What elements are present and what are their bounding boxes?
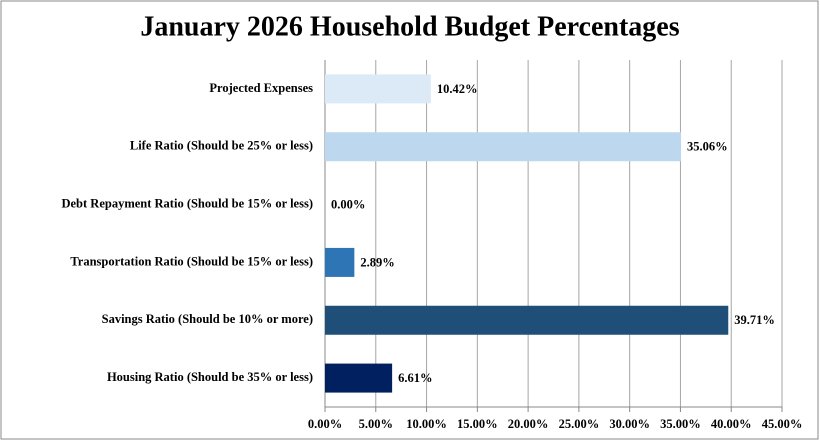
value-label: 10.42% xyxy=(437,82,478,96)
bar xyxy=(325,132,682,162)
y-tick-label: Housing Ratio (Should be 35% or less) xyxy=(107,370,313,384)
chart-title: January 2026 Household Budget Percentage… xyxy=(140,11,679,42)
y-tick-label: Transportation Ratio (Should be 15% or l… xyxy=(70,254,313,268)
y-tick-label: Life Ratio (Should be 25% or less) xyxy=(130,139,313,153)
y-tick-label: Projected Expenses xyxy=(209,81,313,95)
bar xyxy=(325,305,729,335)
value-label: 39.71% xyxy=(734,313,775,327)
value-label: 6.61% xyxy=(398,371,432,385)
value-label: 2.89% xyxy=(360,255,394,269)
x-tick-label: 5.00% xyxy=(359,417,393,431)
y-tick-label: Savings Ratio (Should be 10% or more) xyxy=(102,312,313,326)
x-tick-label: 0.00% xyxy=(308,417,342,431)
x-tick-label: 35.00% xyxy=(660,417,701,431)
x-tick-label: 45.00% xyxy=(762,417,803,431)
x-tick-label: 30.00% xyxy=(609,417,650,431)
x-tick-label: 25.00% xyxy=(559,417,600,431)
y-tick-label: Debt Repayment Ratio (Should be 15% or l… xyxy=(61,196,313,210)
x-tick-label: 15.00% xyxy=(457,417,498,431)
value-label: 35.06% xyxy=(687,140,728,154)
x-tick-label: 10.00% xyxy=(406,417,447,431)
x-tick-label: 40.00% xyxy=(711,417,752,431)
x-tick-label: 20.00% xyxy=(508,417,549,431)
value-label: 0.00% xyxy=(331,197,365,211)
bar xyxy=(325,74,431,104)
bar xyxy=(325,247,355,277)
bar xyxy=(325,363,393,393)
